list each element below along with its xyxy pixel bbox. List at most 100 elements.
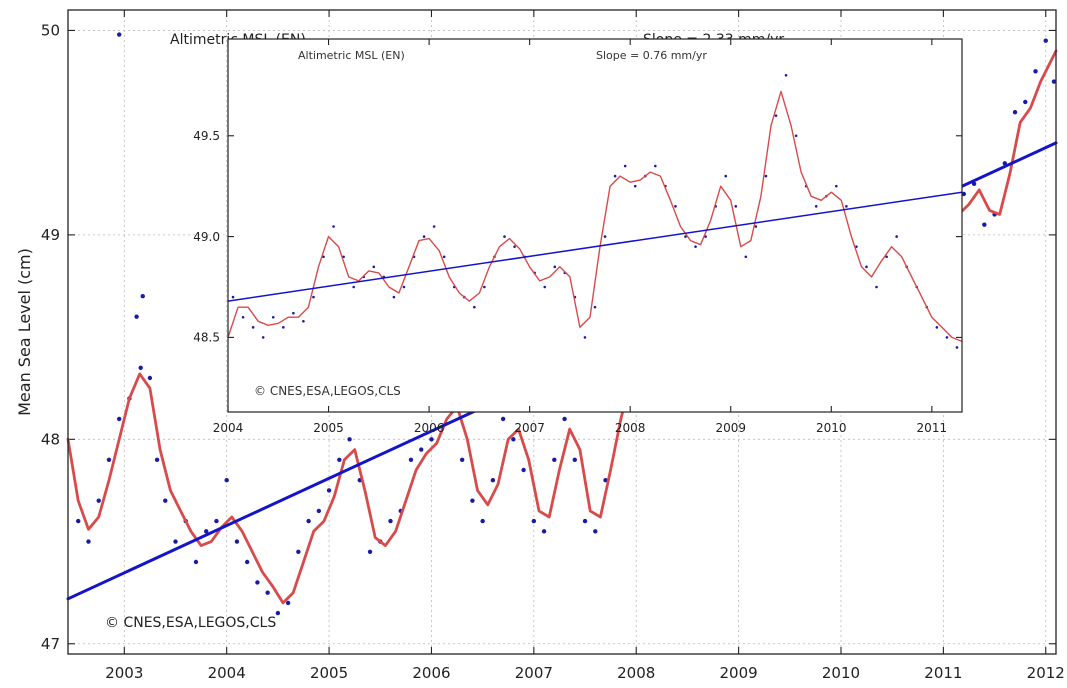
inset-smoothed-line <box>227 90 963 343</box>
main-x-tick-label: 2003 <box>105 664 143 682</box>
inset-data-point <box>955 346 959 349</box>
main-y-tick-label: 50 <box>41 22 60 40</box>
main-data-point <box>296 549 301 554</box>
inset-plot-frame <box>227 38 963 413</box>
main-y-tick-label: 48 <box>41 431 60 449</box>
main-x-tick-label: 2011 <box>924 664 962 682</box>
main-x-tick-label: 2009 <box>720 664 758 682</box>
main-data-point <box>140 294 145 299</box>
main-data-point <box>470 498 475 503</box>
main-data-point <box>347 437 352 442</box>
inset-data-point <box>543 285 547 289</box>
inset-data-point <box>583 336 587 339</box>
main-data-point <box>961 191 967 197</box>
main-data-point <box>163 498 168 503</box>
inset-data-point <box>402 285 406 289</box>
inset-data-point <box>322 255 325 259</box>
main-data-point <box>116 416 122 422</box>
inset-background <box>228 39 962 412</box>
inset-data-point <box>674 205 677 208</box>
main-x-tick-label: 2008 <box>617 664 655 682</box>
inset-data-point <box>633 184 637 188</box>
inset-data-point <box>845 205 848 208</box>
main-plot-frame <box>67 9 1057 655</box>
inset-x-tick-label: 2004 <box>213 421 244 435</box>
main-data-point <box>1033 69 1038 74</box>
inset-data-point <box>312 295 315 299</box>
inset-data-point <box>503 235 506 238</box>
inset-data-point <box>603 235 607 238</box>
main-data-point <box>193 559 199 565</box>
main-data-point <box>1012 110 1018 115</box>
inset-slope-annotation: Slope = 0.76 mm/yr <box>596 49 707 62</box>
main-data-point <box>1043 38 1048 43</box>
main-data-point <box>593 529 598 534</box>
main-data-point <box>408 457 414 462</box>
inset-data-point <box>261 336 265 339</box>
inset-data-point <box>392 295 396 299</box>
inset-data-point <box>754 225 758 228</box>
main-data-point <box>603 478 608 483</box>
inset-chart: 2004 2005 2006 2007 2008 2009 2010 2011 48.5 49.… <box>193 38 963 435</box>
inset-trend-line <box>227 191 963 302</box>
inset-data-point <box>231 295 235 299</box>
main-x-tick-label: 2010 <box>822 664 860 682</box>
inset-x-tick-label: 2010 <box>816 421 847 435</box>
inset-data-point <box>473 305 476 309</box>
main-data-point <box>500 416 506 422</box>
main-data-point <box>275 610 281 616</box>
inset-data-point <box>352 285 355 289</box>
inset-data-point <box>814 205 818 208</box>
inset-data-point <box>332 225 335 228</box>
main-data-point <box>552 457 557 462</box>
inset-data-point <box>694 245 697 248</box>
main-data-point <box>982 222 987 227</box>
inset-data-point <box>774 114 778 117</box>
inset-data-point <box>251 326 255 329</box>
inset-data-point <box>885 255 888 259</box>
inset-data-point <box>613 174 617 178</box>
main-data-point <box>326 488 332 493</box>
inset-axis-ticks <box>227 39 962 412</box>
main-x-tick-label: 2005 <box>310 664 348 682</box>
inset-data-point <box>282 326 285 329</box>
inset-series-lines <box>227 90 963 343</box>
inset-data-point <box>684 235 687 238</box>
main-x-tick-label: 2006 <box>412 664 450 682</box>
main-copyright: © CNES,ESA,LEGOS,CLS <box>105 615 276 631</box>
inset-data-point <box>945 336 949 339</box>
main-data-point <box>204 529 209 534</box>
inset-data-point <box>895 235 898 238</box>
inset-data-point <box>442 255 446 259</box>
main-data-point <box>531 518 537 524</box>
main-data-point <box>572 457 577 462</box>
inset-x-tick-label: 2007 <box>514 421 545 435</box>
inset-x-tick-label: 2011 <box>917 421 948 435</box>
main-data-point <box>106 457 112 462</box>
inset-data-point <box>292 311 295 315</box>
main-data-point <box>337 457 342 462</box>
main-data-point <box>511 437 516 442</box>
main-data-point <box>96 498 101 503</box>
inset-chart-title: Altimetric MSL (EN) <box>298 49 405 62</box>
main-data-point <box>255 580 260 585</box>
inset-data-point <box>835 184 838 188</box>
main-data-point <box>388 518 393 524</box>
inset-x-tick-label: 2009 <box>715 421 746 435</box>
main-data-point <box>214 518 219 524</box>
main-data-point <box>138 365 143 370</box>
main-data-point <box>234 539 240 544</box>
main-data-point <box>1051 79 1057 84</box>
main-data-point <box>76 518 81 524</box>
main-data-point <box>116 32 122 37</box>
inset-y-tick-label: 48.5 <box>193 331 220 345</box>
inset-x-tick-labels: 2004 2005 2006 2007 2008 2009 2010 2011 <box>213 421 947 435</box>
inset-data-point <box>794 134 798 138</box>
main-data-point <box>285 600 291 606</box>
main-data-point <box>541 529 547 534</box>
inset-data-point <box>241 315 245 319</box>
inset-x-tick-label: 2008 <box>615 421 646 435</box>
main-data-point <box>224 478 229 483</box>
inset-data-point <box>855 245 858 248</box>
